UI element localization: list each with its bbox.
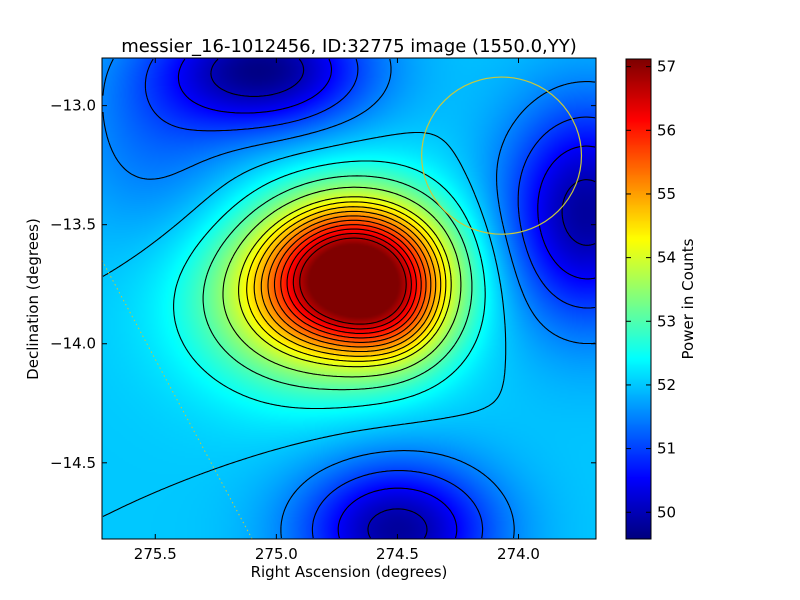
colorbar-tick-label: 53 xyxy=(657,312,676,330)
colorbar: 50 51 52 53 54 55 56 57 Power in Counts xyxy=(626,58,697,539)
y-tick-label: −14.5 xyxy=(50,454,96,472)
colorbar-tick-label: 50 xyxy=(657,503,676,521)
colorbar-tick-label: 51 xyxy=(657,440,676,458)
colorbar-tick-label: 56 xyxy=(657,121,676,139)
x-tick-label: 274.5 xyxy=(376,545,419,563)
heatmap-image xyxy=(102,58,596,539)
x-tick-label: 275.0 xyxy=(255,545,298,563)
y-axis-label: Declination (degrees) xyxy=(24,218,42,380)
colorbar-gradient xyxy=(626,59,651,539)
colorbar-label: Power in Counts xyxy=(679,238,697,359)
x-axis-label: Right Ascension (degrees) xyxy=(251,563,448,581)
x-tick-label: 275.5 xyxy=(134,545,177,563)
colorbar-tick-label: 55 xyxy=(657,185,676,203)
y-tick-label: −13.0 xyxy=(50,97,96,115)
chart-title: messier_16-1012456, ID:32775 image (1550… xyxy=(121,36,577,57)
colorbar-tick-label: 54 xyxy=(657,249,676,267)
y-tick-label: −14.0 xyxy=(50,335,96,353)
colorbar-tick-label: 57 xyxy=(657,58,676,76)
colorbar-tick-label: 52 xyxy=(657,376,676,394)
x-tick-label: 274.0 xyxy=(497,545,540,563)
plot-area xyxy=(102,58,596,539)
y-tick-label: −13.5 xyxy=(50,216,96,234)
